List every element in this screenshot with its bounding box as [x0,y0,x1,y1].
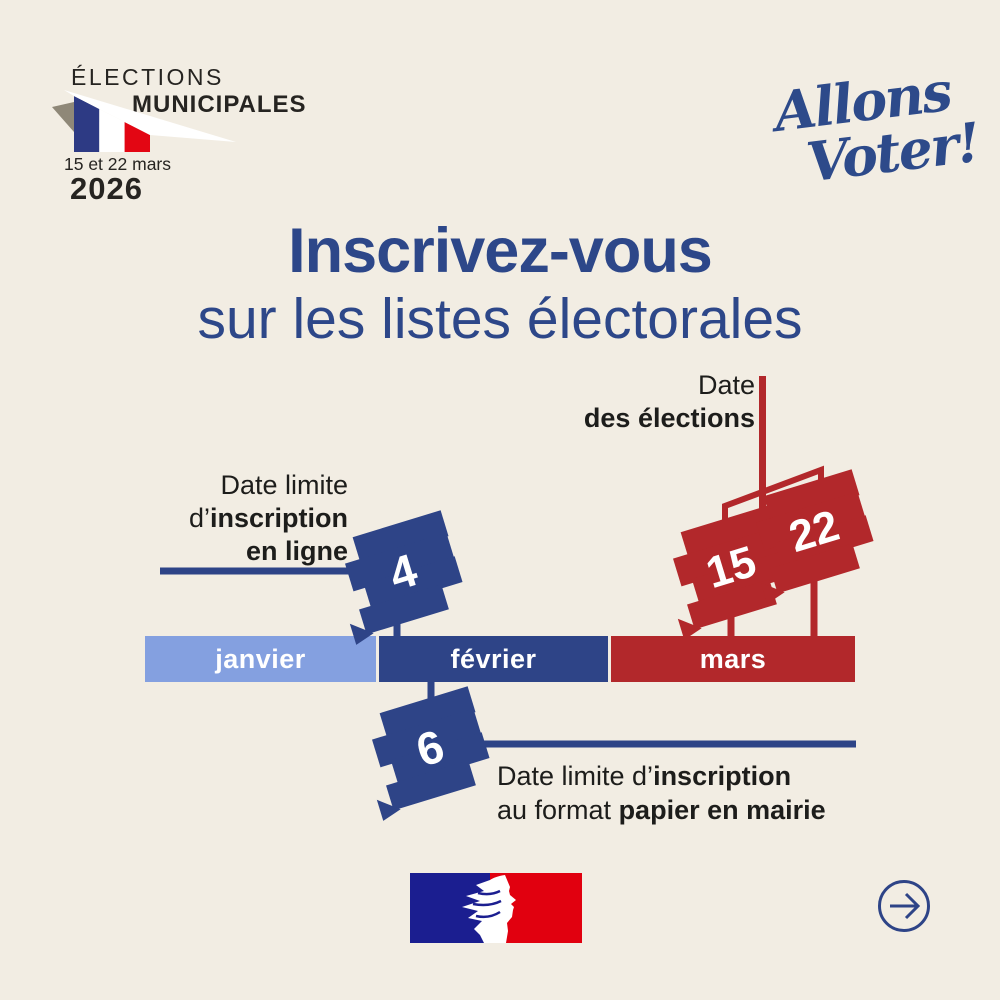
month-segment-janvier: janvier [145,636,376,682]
title-line1: Inscrivez-vous [288,216,713,286]
label-paper-deadline: Date limite d’inscription au format papi… [497,759,826,827]
label-paper-line1-prefix: Date limite d’ [497,761,654,791]
badge-day-6: 6 [352,686,499,821]
badge-day-22: 22 [736,469,883,604]
month-segment-fevrier: février [379,636,608,682]
timeline-month-bar: janvier février mars [145,636,856,682]
label-online-line2-prefix: d’ [188,503,210,533]
badge-day-4: 4 [325,510,472,645]
marianne-government-logo [410,873,582,943]
label-online-line3: en ligne [245,536,348,566]
kicker-municipales: MUNICIPALES [132,91,307,118]
french-flag-ballot-icon [52,90,236,152]
badge-day-15: 15 [653,505,800,640]
page-title: Inscrivez-vous sur les listes électorale… [0,218,1000,350]
label-election-dates-line1: Date [697,370,755,400]
election-dates-small: 15 et 22 mars [64,154,171,174]
month-label-janvier: janvier [215,643,306,674]
arrow-right-icon [878,880,930,932]
label-paper-line2-bold: papier en mairie [618,795,826,825]
kicker-elections: ÉLECTIONS [71,64,224,90]
next-arrow-button[interactable] [877,879,931,933]
month-label-fevrier: février [450,643,537,674]
month-label-mars: mars [699,643,767,674]
label-paper-line2-prefix: au format [497,795,619,825]
title-line2: sur les listes électorales [197,287,803,352]
election-year: 2026 [70,171,143,206]
month-segment-mars: mars [611,636,855,682]
allons-voter-logo: Allons Voter! [766,59,982,195]
label-election-dates-line2: des élections [583,403,755,433]
timeline-connectors-and-badges: 4 6 15 22 [160,376,883,821]
label-online-line1: Date limite [220,470,348,500]
label-paper-line1-bold: inscription [653,761,792,791]
label-election-dates: Date des élections [584,369,755,435]
label-online-deadline: Date limite d’inscription en ligne [189,469,348,568]
label-online-line2-bold: inscription [209,503,348,533]
